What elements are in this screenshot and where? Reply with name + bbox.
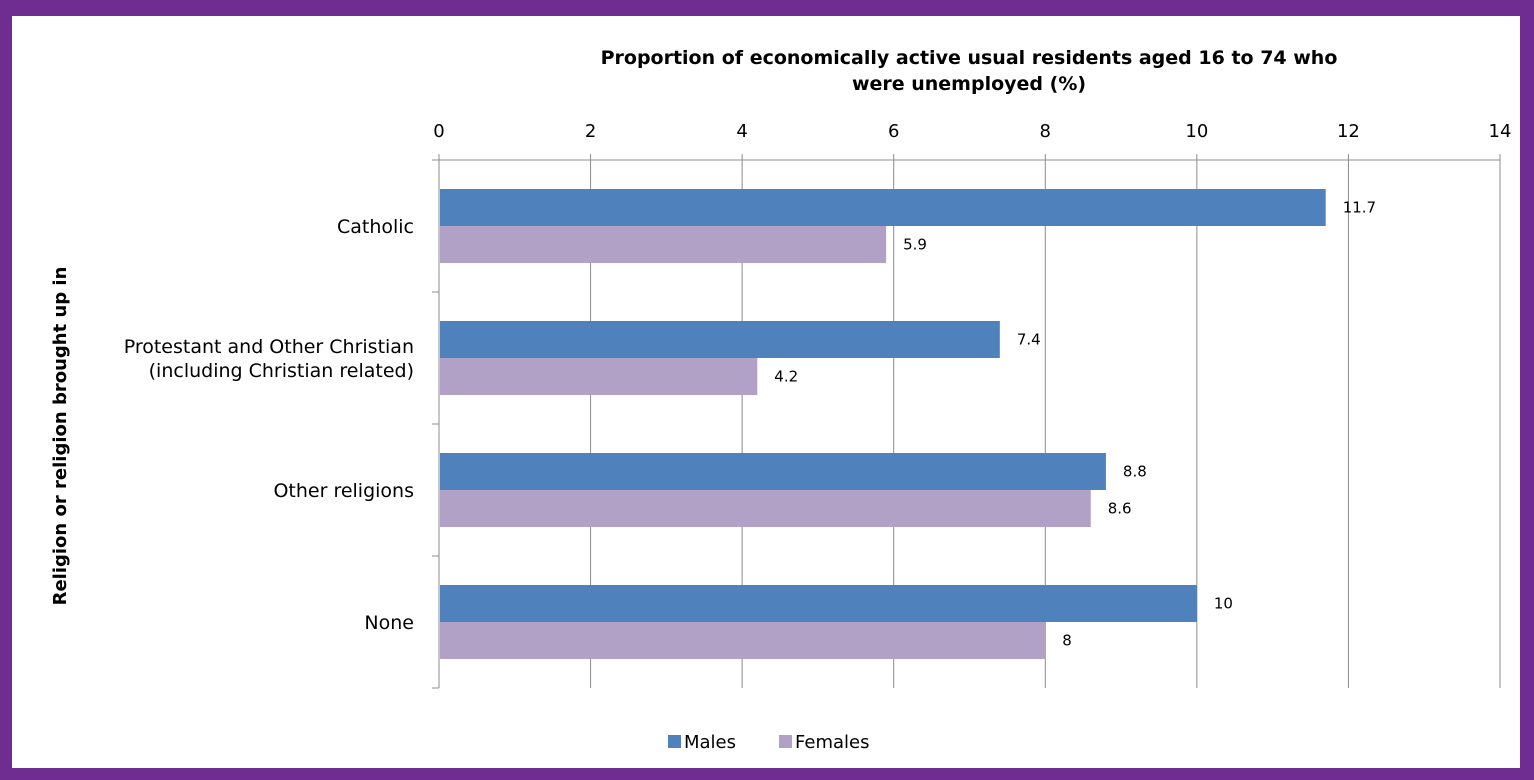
legend-swatch-males (668, 735, 681, 748)
category-label: Other religions (273, 480, 414, 502)
x-tick-label: 4 (736, 121, 747, 142)
x-tick-label: 2 (585, 121, 596, 142)
legend-label: Males (684, 732, 736, 753)
category-label: Catholic (337, 216, 414, 238)
bar-males (440, 321, 1000, 358)
x-tick-label: 0 (433, 121, 444, 142)
data-label: 8 (1062, 632, 1072, 650)
bar-males (440, 585, 1197, 622)
y-axis-title: Religion or religion brought up in (50, 267, 71, 606)
data-label: 11.7 (1343, 199, 1376, 217)
bar-females (440, 358, 758, 395)
legend-label: Females (795, 732, 869, 753)
bar-females (440, 622, 1046, 659)
category-label: None (364, 612, 414, 634)
bar-males (440, 453, 1106, 490)
data-label: 8.6 (1108, 500, 1132, 518)
data-label: 4.2 (774, 368, 798, 386)
x-tick-label: 14 (1489, 121, 1512, 142)
data-label: 7.4 (1017, 331, 1041, 349)
legend-swatch-females (779, 735, 792, 748)
category-label: (including Christian related) (149, 360, 414, 382)
x-tick-label: 10 (1185, 121, 1208, 142)
x-tick-label: 6 (888, 121, 899, 142)
data-label: 10 (1214, 595, 1233, 613)
bar-males (440, 189, 1326, 226)
bar-females (440, 490, 1091, 527)
chart-frame: Proportion of economically active usual … (12, 16, 1520, 768)
bar-females (440, 226, 887, 263)
category-label: Protestant and Other Christian (124, 336, 414, 358)
x-tick-label: 8 (1040, 121, 1051, 142)
data-label: 5.9 (903, 236, 927, 254)
chart-svg: Proportion of economically active usual … (50, 47, 1512, 753)
chart-title-line: Proportion of economically active usual … (601, 47, 1338, 69)
data-label: 8.8 (1123, 463, 1147, 481)
x-tick-label: 12 (1337, 121, 1360, 142)
chart-title-line: were unemployed (%) (852, 73, 1086, 95)
